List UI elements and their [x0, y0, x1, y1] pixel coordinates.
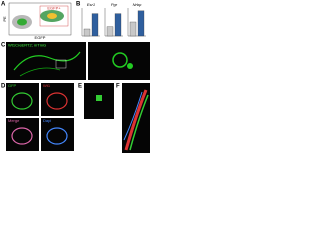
signal: [11, 92, 33, 110]
y-axis-label: PE: [2, 16, 7, 22]
micrograph: [6, 83, 39, 116]
x-axis-label: EGFP: [35, 35, 46, 40]
bar: [114, 13, 122, 37]
image-label: Wt1CreERT2; mTmG: [8, 43, 46, 48]
panel-letter: C: [1, 43, 6, 49]
gate-label: EGFP+: [47, 6, 61, 11]
signal: [124, 89, 148, 151]
signal: [11, 127, 33, 145]
signal: [46, 127, 68, 145]
micrograph: [41, 118, 74, 151]
panel-letter: B: [76, 2, 81, 8]
signal: [96, 95, 102, 101]
image-label: Dapi: [43, 118, 51, 123]
panel-letter: F: [116, 84, 120, 90]
panel-letter: D: [1, 84, 6, 90]
panel-letter: E: [78, 84, 82, 90]
bar: [106, 26, 114, 37]
inset-box: [55, 59, 67, 69]
image-label: Merge: [8, 118, 20, 123]
population: [17, 18, 27, 26]
micrograph: [41, 83, 74, 116]
bar: [129, 21, 137, 37]
micrograph: [88, 42, 150, 80]
gate: [39, 5, 69, 27]
bar-charts: Esr1 Pgr Nrbp: [81, 2, 146, 37]
signal: [123, 91, 143, 141]
image-label: Wt1: [43, 83, 51, 88]
bar: [83, 28, 91, 37]
image-grid: GFP Wt1 Merge Dapi: [6, 83, 74, 151]
bar: [137, 10, 145, 37]
signal: [19, 67, 61, 77]
signal: [127, 63, 133, 69]
signal: [129, 94, 149, 151]
chart-title: Nrbp: [133, 2, 142, 7]
image-label: GFP: [8, 83, 17, 88]
chart-title: Esr1: [87, 2, 95, 7]
bar: [91, 13, 99, 37]
panel-letter: A: [1, 2, 6, 8]
micrograph: [6, 42, 86, 80]
population: [47, 13, 57, 19]
chart-title: Pgr: [111, 2, 118, 7]
signal: [46, 92, 68, 110]
micrograph: [6, 118, 39, 151]
figure: A EGFP+ EGFP PE B Esr1 Pgr Nrbp C Wt1CreER…: [1, 2, 150, 153]
signal: [112, 52, 128, 68]
signal: [13, 51, 81, 71]
